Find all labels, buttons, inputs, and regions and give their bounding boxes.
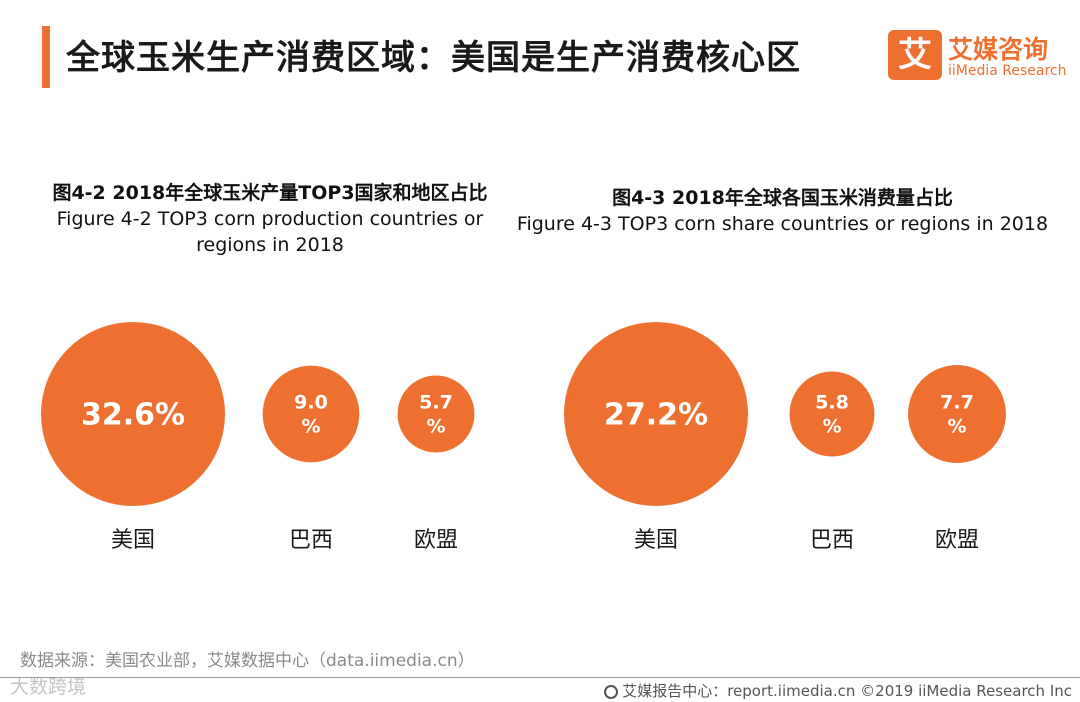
- bubble-0-2: [397, 375, 475, 453]
- footer-text: 艾媒报告中心：report.iimedia.cn ©2019 iiMedia R…: [622, 682, 1072, 700]
- chart-title-line: 图4-2 2018年全球玉米产量TOP3国家和地区占比: [52, 182, 488, 204]
- category-label: 巴西: [289, 528, 333, 553]
- logo-mark-icon: 艾: [888, 30, 942, 80]
- bubble-value-label: %: [947, 416, 966, 438]
- bubble-1-2: [908, 365, 1006, 463]
- bubble-value-label: 7.7: [940, 392, 974, 414]
- bubble-1-1: [789, 371, 875, 457]
- category-label: 欧盟: [935, 528, 979, 553]
- category-label: 美国: [634, 528, 678, 553]
- bubble-value-label: %: [822, 416, 841, 438]
- footer-divider: [0, 677, 1080, 678]
- category-label: 美国: [111, 528, 155, 553]
- globe-icon: [604, 685, 619, 699]
- footer: 艾媒报告中心：report.iimedia.cn ©2019 iiMedia R…: [604, 680, 1072, 701]
- bubble-value-label: 5.7: [419, 392, 453, 414]
- chart-title-consumption: 图4-3 2018年全球各国玉米消费量占比 Figure 4-3 TOP3 cor…: [505, 185, 1060, 237]
- logo-cn-text: 艾媒咨询: [948, 35, 1049, 64]
- logo-en-text: iiMedia Research: [948, 63, 1067, 79]
- category-label: 欧盟: [414, 528, 458, 553]
- data-source: 数据来源：美国农业部，艾媒数据中心（data.iimedia.cn）: [20, 651, 475, 671]
- bubble-0-0: [41, 322, 225, 506]
- bubble-charts: 32.6% 美国 9.0% 巴西 5.7% 欧盟 27.2% 美国 5.8% 巴西 7.7% 欧盟: [41, 322, 1006, 553]
- category-label: 巴西: [810, 528, 854, 553]
- chart-title-line: 图4-3 2018年全球各国玉米消费量占比: [612, 187, 953, 209]
- watermark: 大数跨境: [10, 676, 87, 698]
- bubble-1-0: [564, 322, 748, 506]
- title-accent-bar: [42, 26, 50, 88]
- bubble-value-label: 9.0: [294, 392, 328, 414]
- chart-title-line: Figure 4-2 TOP3 corn production countrie…: [56, 208, 484, 256]
- chart-title-line: Figure 4-3 TOP3 corn share countries or …: [516, 213, 1049, 235]
- bubble-value-label: 5.8: [815, 392, 849, 414]
- iimedia-logo[interactable]: 艾 艾媒咨询 iiMedia Research: [888, 30, 1068, 84]
- bubble-value-label: 32.6%: [81, 398, 185, 433]
- page-title: 全球玉米生产消费区域：美国是生产消费核心区: [66, 38, 801, 78]
- chart-title-production: 图4-2 2018年全球玉米产量TOP3国家和地区占比 Figure 4-2 TO…: [30, 180, 510, 258]
- bubble-0-1: [262, 365, 360, 463]
- bubble-value-label: %: [426, 416, 445, 438]
- bubble-value-label: 27.2%: [604, 398, 708, 433]
- bubble-value-label: %: [301, 416, 320, 438]
